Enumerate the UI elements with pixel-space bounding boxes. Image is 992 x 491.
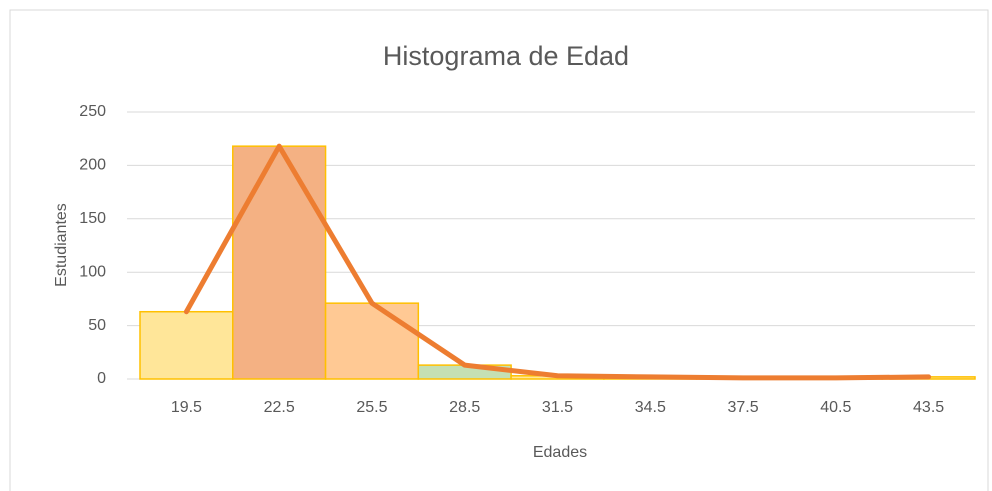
- bar: [139, 310, 234, 380]
- y-tick-label: 50: [88, 317, 106, 334]
- x-tick-label: 19.5: [171, 399, 202, 416]
- x-tick-label: 40.5: [820, 399, 851, 416]
- y-tick-label: 250: [79, 103, 106, 120]
- chart-title: Histograma de Edad: [383, 41, 629, 71]
- x-tick-label: 25.5: [356, 399, 387, 416]
- x-tick-label: 43.5: [913, 399, 944, 416]
- x-tick-label: 22.5: [264, 399, 295, 416]
- y-tick-label: 200: [79, 157, 106, 174]
- chart-border: [9, 9, 989, 491]
- x-axis-title: Edades: [533, 444, 587, 461]
- y-axis-title: Estudiantes: [53, 203, 70, 287]
- y-tick-label: 150: [79, 210, 106, 227]
- bar: [232, 145, 327, 380]
- x-tick-label: 34.5: [635, 399, 666, 416]
- y-tick-label: 0: [97, 370, 106, 387]
- x-tick-label: 31.5: [542, 399, 573, 416]
- y-tick-label: 100: [79, 263, 106, 280]
- x-tick-label: 28.5: [449, 399, 480, 416]
- x-tick-label: 37.5: [727, 399, 758, 416]
- line: [183, 143, 932, 381]
- bar: [324, 302, 420, 380]
